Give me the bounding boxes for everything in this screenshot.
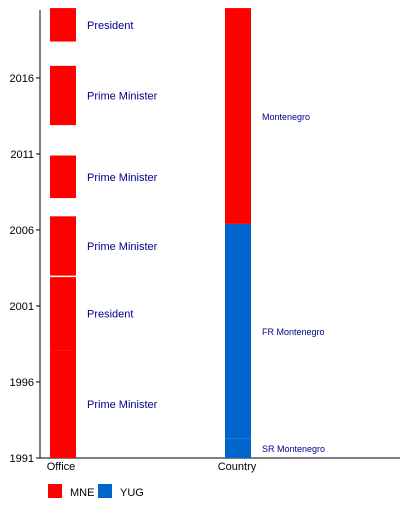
legend: MNE YUG — [48, 484, 144, 499]
y-tick-label-1996: 1996 — [10, 377, 34, 389]
bar-labels: Prime Minister President Prime Minister Pri… — [87, 20, 325, 454]
country-segment-label-sr-montenegro-0: SR Montenegro — [262, 444, 325, 454]
country-bar-segment-fr-montenegro-1 — [225, 223, 251, 439]
category-label-country: Country — [218, 461, 257, 473]
y-tick-label-2006: 2006 — [10, 225, 34, 237]
office-segment-label-president-5: President — [87, 20, 133, 32]
y-tick-label-1991: 1991 — [10, 453, 34, 465]
office-segment-label-president-1: President — [87, 309, 133, 321]
y-ticks: 1991 1996 2001 2006 2011 2016 — [10, 73, 40, 465]
legend-swatch-yug — [98, 484, 112, 498]
office-bar-segment-president-5 — [50, 8, 76, 42]
country-bar-segment-sr-montenegro-0 — [225, 438, 251, 458]
office-bar-segment-prime-minister-2 — [50, 216, 76, 276]
y-tick-label-2011: 2011 — [10, 149, 34, 161]
country-segment-label-fr-montenegro-1: FR Montenegro — [262, 327, 325, 337]
country-bar-segment-montenegro-2 — [225, 8, 251, 224]
office-segment-label-prime-minister-4: Prime Minister — [87, 90, 158, 102]
office-segment-label-prime-minister-0: Prime Minister — [87, 399, 158, 411]
y-tick-label-2016: 2016 — [10, 73, 34, 85]
category-label-office: Office — [47, 461, 76, 473]
legend-swatch-mne — [48, 484, 62, 498]
office-bar-segment-prime-minister-3 — [50, 155, 76, 199]
country-segment-label-montenegro-2: Montenegro — [262, 112, 310, 122]
office-segment-label-prime-minister-3: Prime Minister — [87, 172, 158, 184]
legend-label-mne: MNE — [70, 487, 94, 499]
legend-label-yug: YUG — [120, 487, 144, 499]
axes — [39, 10, 400, 459]
category-labels: Office Country — [47, 461, 257, 473]
y-tick-label-2001: 2001 — [10, 301, 34, 313]
bars — [50, 8, 251, 458]
office-bar-segment-president-1 — [50, 277, 76, 351]
office-bar-segment-prime-minister-4 — [50, 65, 76, 126]
office-segment-label-prime-minister-2: Prime Minister — [87, 241, 158, 253]
office-bar-segment-prime-minister-0 — [50, 350, 76, 458]
